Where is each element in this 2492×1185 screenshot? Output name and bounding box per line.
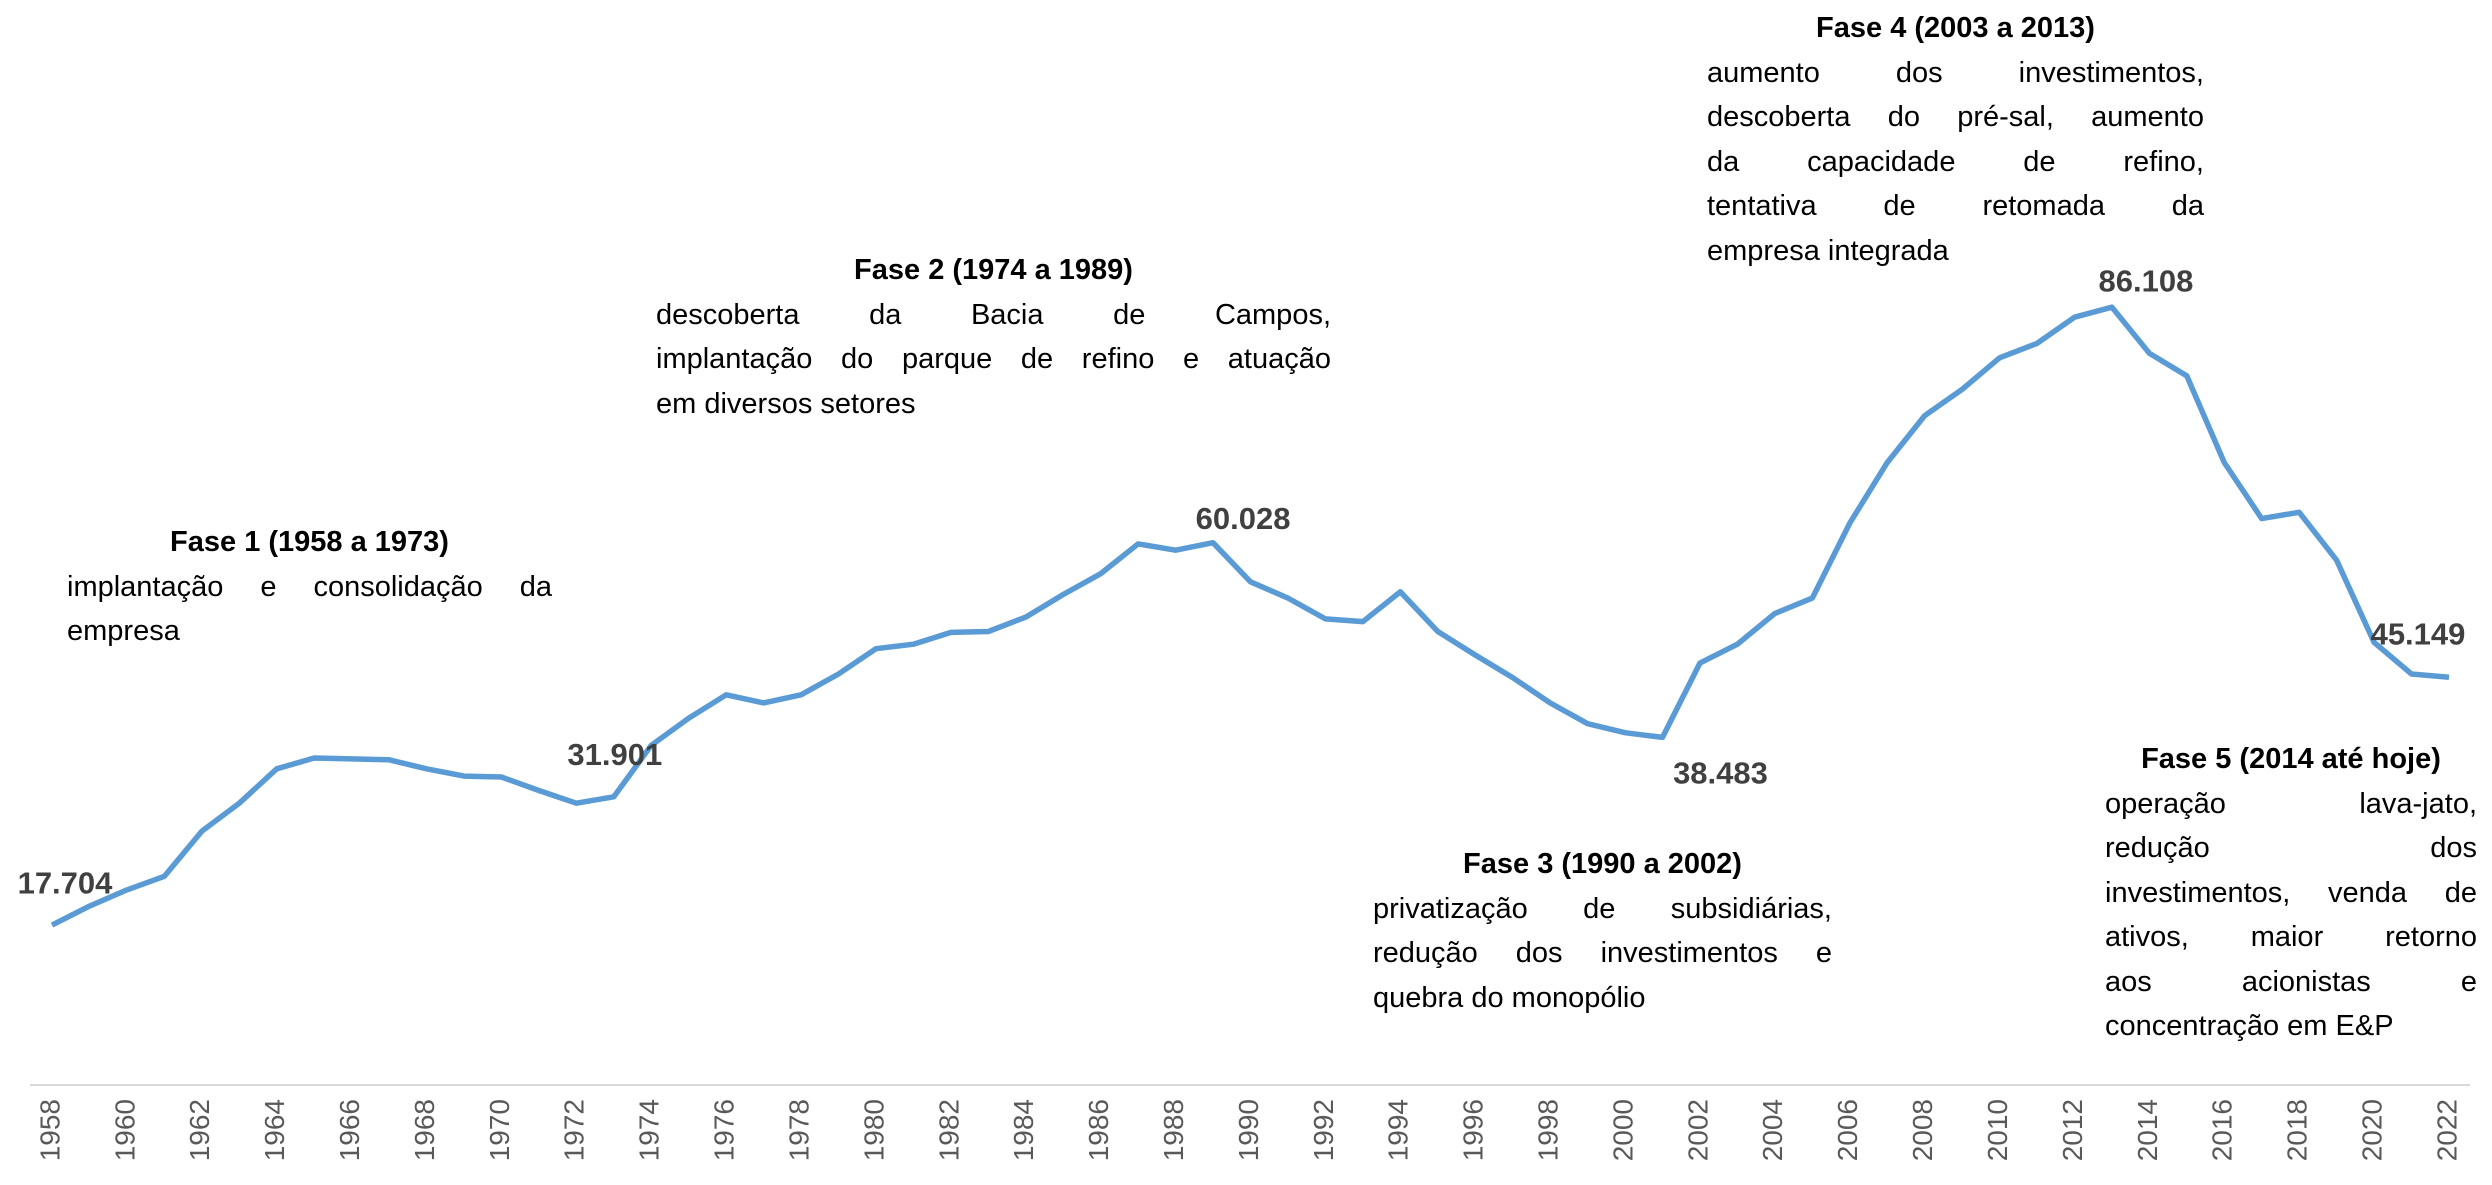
x-tick-label: 1978 bbox=[783, 1099, 814, 1161]
annotation-text: empresa bbox=[67, 615, 180, 647]
series-line bbox=[50, 304, 2450, 928]
annotation-text: quebra do monopólio bbox=[1373, 981, 1646, 1014]
annotation-title: Fase 5 (2014 até hoje) bbox=[2141, 743, 2441, 775]
x-tick-label: 2012 bbox=[2057, 1099, 2088, 1161]
x-tick-label: 2022 bbox=[2431, 1099, 2462, 1161]
data-label: 60.028 bbox=[1196, 501, 1291, 536]
x-tick-label: 2016 bbox=[2207, 1099, 2238, 1161]
x-tick-label: 2000 bbox=[1607, 1099, 1638, 1161]
annotation-text: da capacidade de refino, bbox=[1707, 145, 2204, 178]
x-tick-label: 2010 bbox=[1982, 1099, 2013, 1161]
annotation-title: Fase 1 (1958 a 1973) bbox=[170, 526, 449, 558]
x-tick-label: 1982 bbox=[933, 1099, 964, 1161]
annotation-text: privatização de subsidiárias, bbox=[1373, 892, 1832, 925]
x-tick-label: 1968 bbox=[409, 1099, 440, 1161]
x-tick-label: 1976 bbox=[709, 1099, 740, 1161]
annotation: Fase 4 (2003 a 2013) aumento dos investim… bbox=[1707, 6, 2204, 273]
x-tick-label: 1994 bbox=[1383, 1099, 1414, 1161]
annotation-title: Fase 4 (2003 a 2013) bbox=[1816, 12, 2095, 44]
x-tick-label: 1970 bbox=[484, 1099, 515, 1161]
data-label: 86.108 bbox=[2099, 263, 2194, 298]
x-tick-label: 2008 bbox=[1907, 1099, 1938, 1161]
annotation-text: aos acionistas e bbox=[2105, 965, 2477, 998]
annotation: Fase 1 (1958 a 1973) implantação e consol… bbox=[67, 520, 552, 654]
annotation-text: em diversos setores bbox=[656, 387, 916, 420]
annotation-title: Fase 3 (1990 a 2002) bbox=[1463, 848, 1742, 880]
annotation-text: descoberta da Bacia de Campos, bbox=[656, 298, 1331, 331]
annotation-text: implantação e consolidação da bbox=[67, 570, 552, 603]
annotation: Fase 5 (2014 até hoje) operação lava-jato… bbox=[2105, 737, 2477, 1049]
x-tick-label: 2004 bbox=[1757, 1099, 1788, 1161]
x-tick-label: 1974 bbox=[634, 1099, 665, 1161]
x-tick-label: 1998 bbox=[1533, 1099, 1564, 1161]
annotation-text: tentativa de retomada da bbox=[1707, 190, 2204, 222]
data-label: 17.704 bbox=[18, 865, 114, 900]
x-tick-label: 2006 bbox=[1832, 1099, 1863, 1161]
x-tick-label: 1980 bbox=[858, 1099, 889, 1161]
annotation-text: empresa integrada bbox=[1707, 234, 1949, 267]
x-tick-label: 1962 bbox=[184, 1099, 215, 1161]
annotation-title: Fase 2 (1974 a 1989) bbox=[854, 254, 1133, 286]
data-label: 38.483 bbox=[1673, 756, 1768, 791]
x-tick-label: 2014 bbox=[2132, 1099, 2163, 1161]
annotation-text: concentração em E&P bbox=[2105, 1010, 2394, 1042]
x-tick-label: 1986 bbox=[1083, 1099, 1114, 1161]
x-tick-label: 2002 bbox=[1682, 1099, 1713, 1161]
x-tick-label: 1964 bbox=[259, 1099, 290, 1161]
annotation-text: ativos, maior retorno bbox=[2105, 921, 2477, 953]
annotation: Fase 3 (1990 a 2002) privatização de subs… bbox=[1373, 842, 1832, 1020]
annotation-text: operação lava-jato, bbox=[2105, 787, 2477, 820]
annotation-text: redução dos bbox=[2105, 832, 2477, 864]
annotation: Fase 2 (1974 a 1989) descoberta da Bacia … bbox=[656, 248, 1331, 426]
annotation-text: implantação do parque de refino e atuaçã… bbox=[656, 343, 1331, 375]
annotation-text: redução dos investimentos e bbox=[1373, 937, 1832, 969]
x-tick-label: 1984 bbox=[1008, 1099, 1039, 1161]
data-label: 31.901 bbox=[567, 737, 662, 772]
x-tick-label: 1958 bbox=[34, 1099, 65, 1161]
x-tick-label: 2020 bbox=[2356, 1099, 2387, 1161]
x-tick-label: 1992 bbox=[1308, 1099, 1339, 1161]
annotation-text: descoberta do pré-sal, aumento bbox=[1707, 101, 2204, 133]
annotation-text: aumento dos investimentos, bbox=[1707, 56, 2204, 89]
x-tick-label: 1996 bbox=[1458, 1099, 1489, 1161]
x-tick-label: 1960 bbox=[109, 1099, 140, 1161]
x-tick-label: 1990 bbox=[1233, 1099, 1264, 1161]
x-tick-label: 1972 bbox=[559, 1099, 590, 1161]
x-tick-label: 1988 bbox=[1158, 1099, 1189, 1161]
data-label: 45.149 bbox=[2371, 616, 2466, 651]
annotation-text: investimentos, venda de bbox=[2105, 876, 2477, 909]
x-tick-label: 2018 bbox=[2282, 1099, 2313, 1161]
x-tick-label: 1966 bbox=[334, 1099, 365, 1161]
